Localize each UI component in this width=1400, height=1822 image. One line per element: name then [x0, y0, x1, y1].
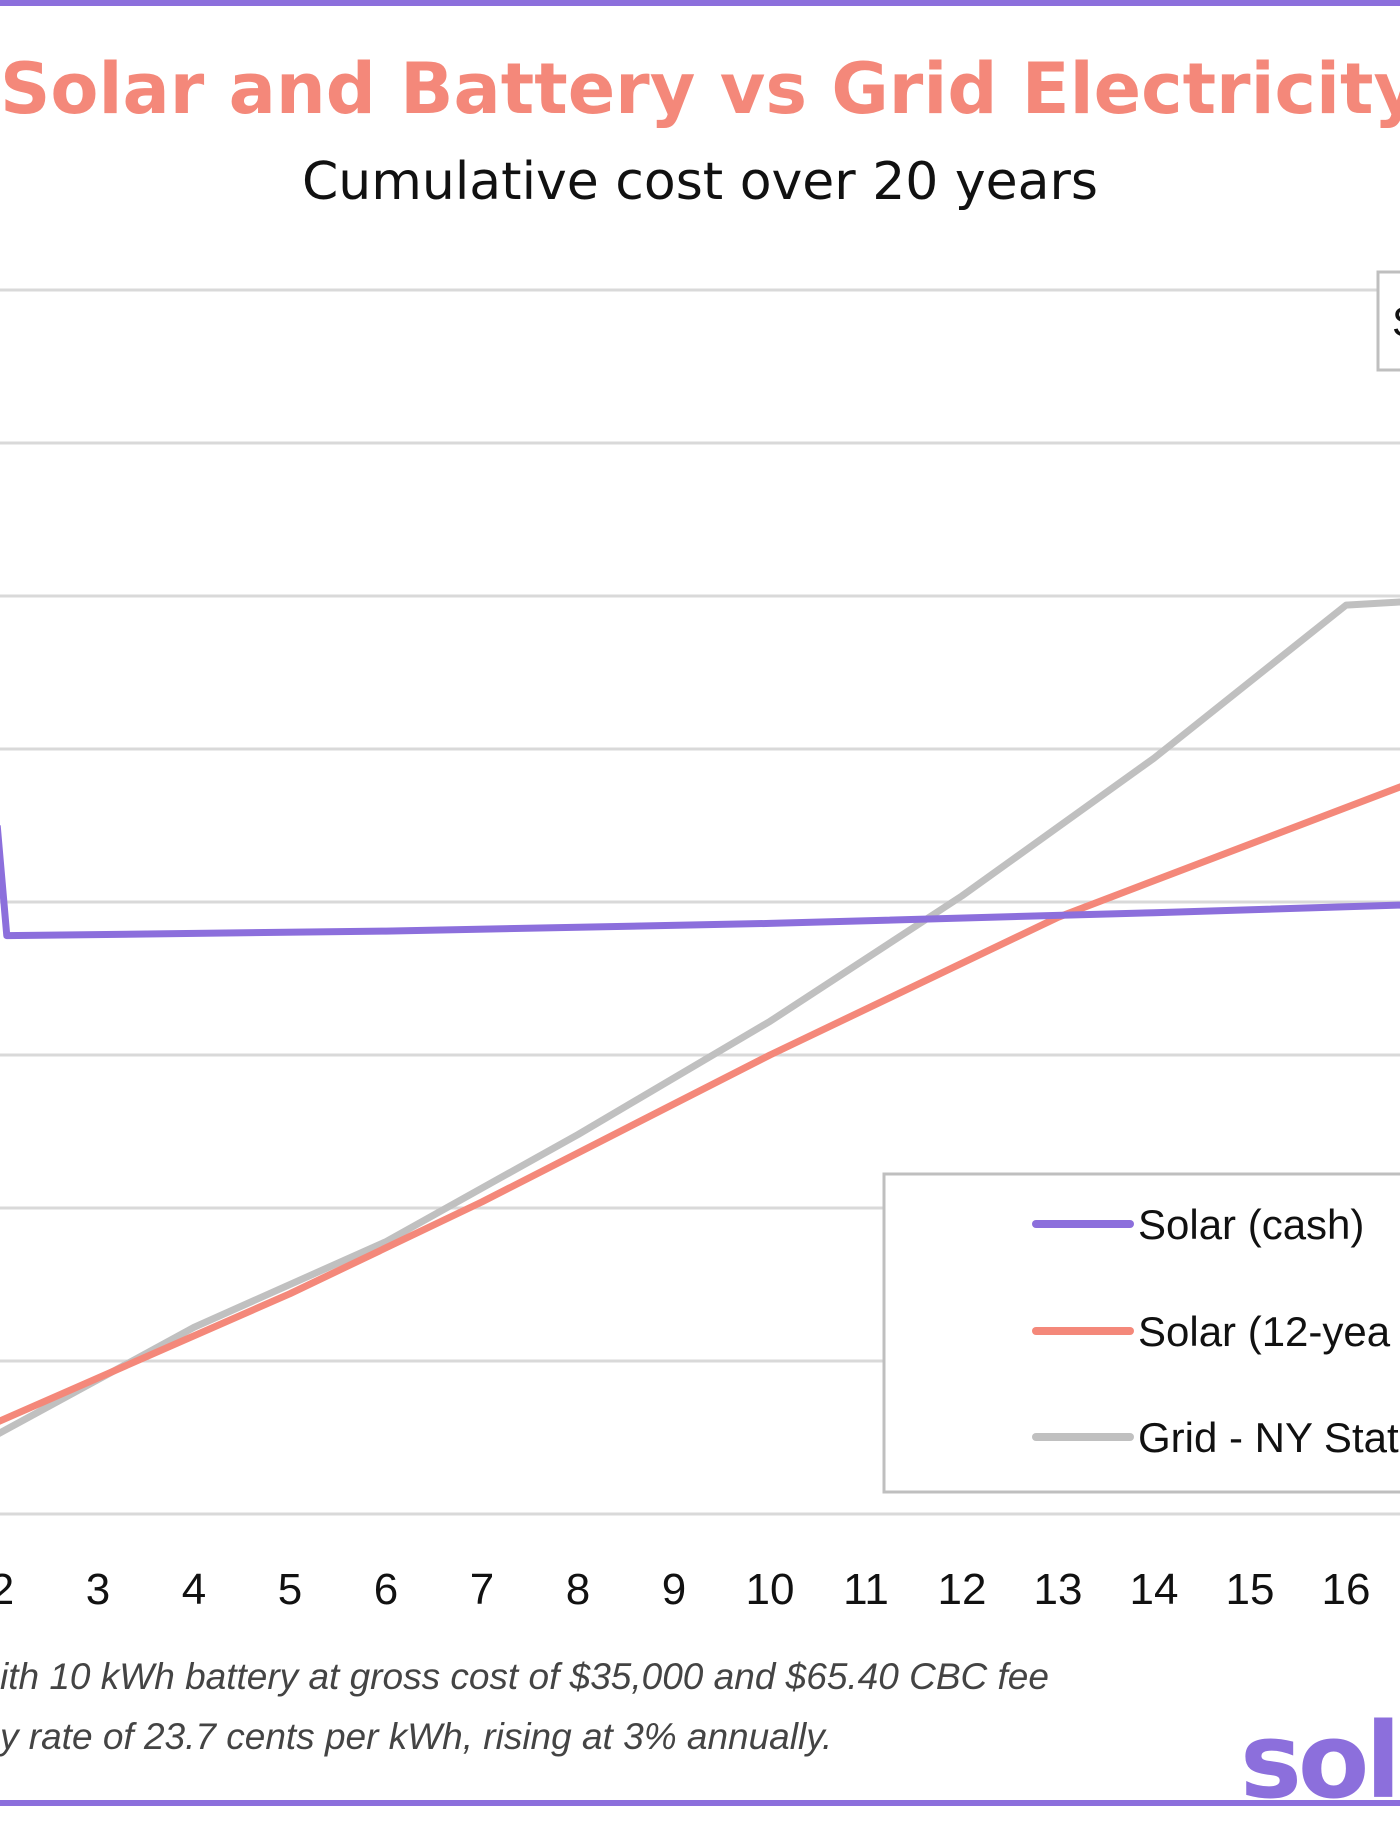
legend-label-3: Grid - NY Stat [1138, 1414, 1399, 1461]
bottom-accent-band [0, 1800, 1400, 1806]
x-tick-label: 16 [1322, 1565, 1371, 1614]
x-axis-tick-labels: 2 3 4 5 6 7 8 9 10 11 12 13 14 15 16 [0, 1565, 1370, 1614]
legend-box [882, 1172, 1400, 1494]
footnote-line-2: y rate of 23.7 cents per kWh, rising at … [0, 1716, 833, 1757]
top-accent-band [0, 0, 1400, 6]
top-right-label-box: S [1376, 270, 1400, 372]
x-tick-label: 3 [86, 1565, 110, 1614]
legend-label-1: Solar (cash) [1138, 1201, 1364, 1248]
x-tick-label: 2 [0, 1565, 14, 1614]
gridlines [0, 288, 1400, 1516]
x-tick-label: 7 [470, 1565, 494, 1614]
x-tick-label: 11 [843, 1565, 889, 1614]
x-tick-label: 15 [1226, 1565, 1275, 1614]
x-tick-label: 8 [566, 1565, 590, 1614]
chart-title: Solar and Battery vs Grid Electricity [0, 48, 1400, 130]
series-line-3 [0, 598, 1400, 1437]
legend-label-2: Solar (12-yea [1138, 1308, 1391, 1355]
legend: Solar (cash) Solar (12-yea Grid - NY Stat [882, 1172, 1400, 1494]
x-tick-label: 14 [1130, 1565, 1179, 1614]
x-tick-label: 9 [662, 1565, 686, 1614]
series-line-2 [0, 783, 1400, 1425]
chart-subtitle: Cumulative cost over 20 years [301, 152, 1099, 212]
series-lines [0, 598, 1400, 1437]
top-right-label: S [1392, 298, 1400, 345]
footnote-line-1: ith 10 kWh battery at gross cost of $35,… [0, 1656, 1049, 1697]
x-tick-label: 5 [278, 1565, 302, 1614]
brand-logo: sol [1240, 1700, 1400, 1822]
x-tick-label: 13 [1034, 1565, 1083, 1614]
x-tick-label: 6 [374, 1565, 398, 1614]
series-line-1 [0, 825, 1400, 940]
x-tick-label: 10 [746, 1565, 795, 1614]
x-tick-label: 4 [182, 1565, 206, 1614]
x-tick-label: 12 [938, 1565, 987, 1614]
